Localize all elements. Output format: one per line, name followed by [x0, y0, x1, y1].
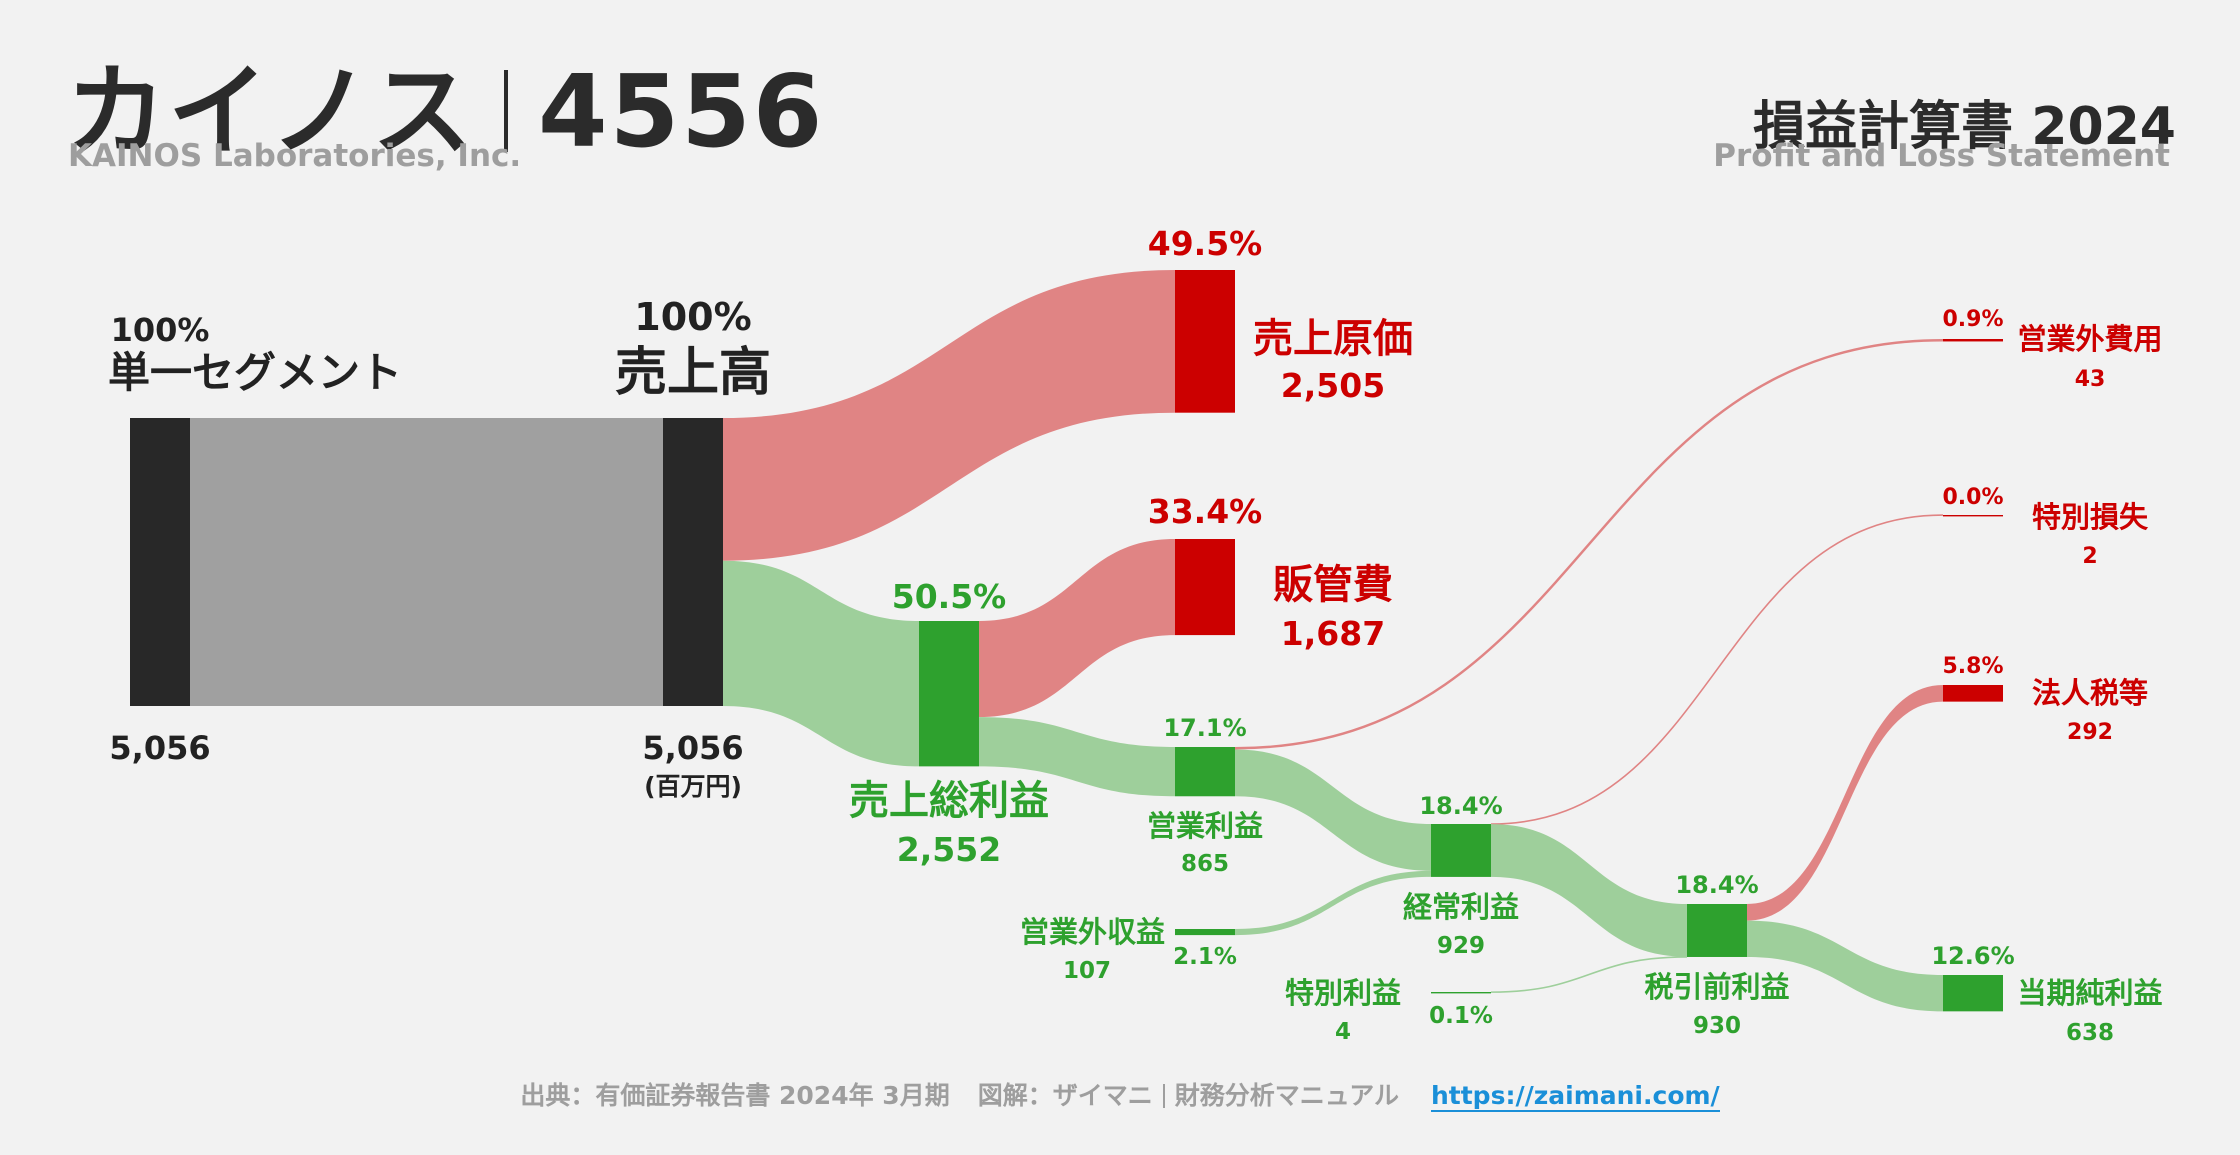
node-pct-nonop_expense: 0.9%	[1942, 307, 2003, 332]
node-bar-nonop_income	[1175, 929, 1235, 936]
node-label-segment: 単一セグメント	[108, 348, 402, 397]
node-pct-extra_income: 0.1%	[1429, 1003, 1493, 1029]
node-bar-ordinary	[1431, 824, 1491, 877]
site-link[interactable]: https://zaimani.com/	[1430, 1081, 1720, 1112]
flow-nonop_income-to-ordinary	[1235, 870, 1431, 936]
node-pct-nonop_income: 2.1%	[1173, 944, 1237, 970]
node-label-cogs: 売上原価	[1253, 316, 1413, 362]
credit-divider	[1162, 1084, 1165, 1108]
node-value-tax: 292	[2067, 720, 2113, 745]
node-label-tax: 法人税等	[2032, 676, 2148, 710]
credit-suffix: 財務分析マニュアル	[1174, 1081, 1399, 1110]
node-value-nonop_income: 107	[1063, 958, 1111, 984]
node-bar-operating	[1175, 747, 1235, 797]
node-bar-cogs	[1175, 270, 1235, 413]
company-name: カイノス	[66, 53, 474, 170]
node-pct-net: 12.6%	[1931, 942, 2014, 970]
node-value-pretax: 930	[1693, 1013, 1741, 1039]
flow-revenue-to-gross	[723, 560, 919, 767]
node-label-sga: 販管費	[1273, 562, 1393, 608]
node-value-sga: 1,687	[1281, 614, 1385, 653]
title-divider	[504, 70, 508, 152]
node-label-revenue: 売上高	[615, 343, 771, 403]
node-label-nonop_expense: 営業外費用	[2017, 322, 2162, 356]
flow-pretax-to-tax	[1747, 685, 1943, 921]
label-group: 100%単一セグメント5,056100%売上高5,05649.5%売上原価2,5…	[108, 224, 2163, 1046]
flow-ordinary-to-extra_loss	[1490, 514, 1944, 825]
node-value-gross: 2,552	[897, 830, 1001, 869]
flow-gross-to-sga	[979, 539, 1175, 718]
node-label-gross: 売上総利益	[849, 778, 1049, 824]
node-pct-sga: 33.4%	[1148, 492, 1263, 531]
node-label-nonop_income: 営業外収益	[1020, 915, 1165, 949]
node-value-nonop_expense: 43	[2075, 367, 2106, 392]
node-pct-operating: 17.1%	[1163, 714, 1246, 742]
node-pct-pretax: 18.4%	[1675, 871, 1758, 899]
node-pct-gross: 50.5%	[892, 577, 1007, 616]
node-bar-sga	[1175, 539, 1235, 636]
node-value-extra_income: 4	[1335, 1019, 1351, 1045]
node-bar-nonop_expense	[1943, 339, 2003, 342]
node-bar-extra_income	[1431, 992, 1491, 994]
ticker-code: 4556	[538, 53, 825, 170]
node-value-revenue: 5,056	[642, 729, 743, 767]
node-group	[130, 270, 2003, 1012]
footer: 出典：有価証券報告書 2024年 3月期 図解：ザイマニ 財務分析マニュアル http…	[0, 1076, 2240, 1112]
node-bar-tax	[1943, 685, 2003, 702]
node-bar-revenue	[663, 418, 723, 706]
node-pct-segment: 100%	[111, 311, 210, 349]
flow-operating-to-nonop_expense	[1234, 339, 1944, 750]
flow-group	[190, 270, 1944, 1012]
node-value-cogs: 2,505	[1281, 366, 1385, 405]
flow-operating-to-ordinary	[1235, 749, 1431, 871]
node-value-ordinary: 929	[1437, 933, 1485, 959]
credit-prefix: 図解：ザイマニ	[977, 1081, 1153, 1110]
company-english-name: KAINOS Laboratories, Inc.	[68, 138, 522, 174]
flow-extra_income-to-pretax	[1490, 956, 1688, 993]
flow-ordinary-to-pretax	[1491, 824, 1687, 957]
node-label-operating: 営業利益	[1147, 809, 1263, 843]
node-bar-segment	[130, 418, 190, 706]
flow-revenue-to-cogs	[723, 270, 1175, 561]
node-pct-ordinary: 18.4%	[1419, 792, 1502, 820]
node-pct-revenue: 100%	[634, 295, 751, 339]
node-label-pretax: 税引前利益	[1644, 970, 1789, 1004]
node-value-extra_loss: 2	[2082, 544, 2097, 569]
node-value-segment: 5,056	[109, 729, 210, 767]
flow-segment-to-revenue	[190, 418, 663, 706]
node-bar-pretax	[1687, 904, 1747, 957]
node-bar-net	[1943, 975, 2003, 1012]
node-label-ordinary: 経常利益	[1403, 890, 1519, 924]
node-label-net: 当期純利益	[2017, 976, 2162, 1010]
source-note: 出典：有価証券報告書 2024年 3月期	[520, 1081, 950, 1110]
node-pct-cogs: 49.5%	[1148, 224, 1263, 263]
unit-label: (百万円)	[644, 772, 742, 801]
node-pct-extra_loss: 0.0%	[1942, 485, 2003, 510]
company-title: カイノス 4556	[66, 30, 824, 175]
node-label-extra_loss: 特別損失	[2032, 500, 2149, 534]
node-value-operating: 865	[1181, 851, 1229, 877]
statement-subtitle: Profit and Loss Statement	[1713, 138, 2170, 174]
node-pct-tax: 5.8%	[1942, 654, 2003, 679]
node-bar-extra_loss	[1943, 515, 2003, 517]
statement-title: 損益計算書 2024	[1753, 97, 2176, 157]
node-bar-gross	[919, 621, 979, 767]
flow-pretax-to-net	[1747, 920, 1943, 1012]
node-value-net: 638	[2066, 1020, 2114, 1046]
node-label-extra_income: 特別利益	[1285, 976, 1401, 1010]
flow-gross-to-operating	[979, 717, 1175, 797]
